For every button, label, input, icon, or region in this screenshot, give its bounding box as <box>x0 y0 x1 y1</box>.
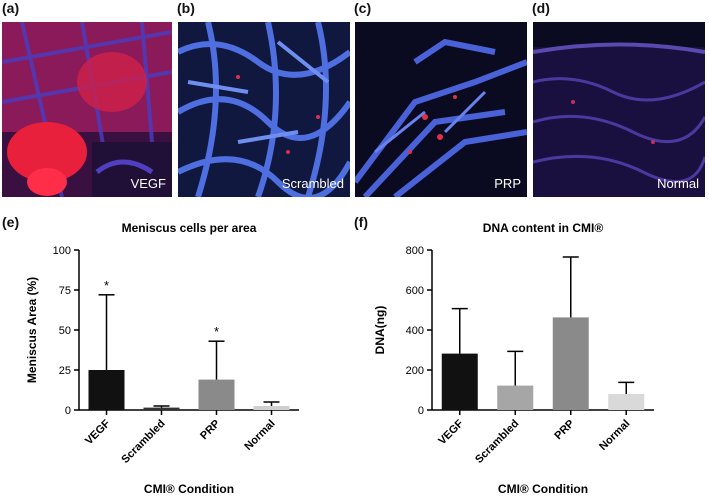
chart-meniscus-cells: Meniscus cells per area 0 25 50 75 100 Meniscu… <box>25 221 299 496</box>
x-tick-label: Scrambled <box>119 418 167 466</box>
micrograph-scrambled-image <box>178 22 350 197</box>
x-tick-label: PRP <box>552 418 576 442</box>
y-tick-label: 50 <box>59 325 71 337</box>
micrograph-prp-image <box>355 22 527 197</box>
micrograph-label-vegf: VEGF <box>130 176 166 191</box>
panel-letter-e: (e) <box>2 214 20 230</box>
chart-title: DNA content in CMI® <box>483 221 604 235</box>
x-axis-label: CMI® Condition <box>144 482 234 496</box>
chart-title: Meniscus cells per area <box>122 221 257 235</box>
x-tick-label: Normal <box>597 418 632 453</box>
micrograph-scrambled: Scrambled <box>178 22 350 197</box>
panel-letter-b: (b) <box>177 0 195 16</box>
micrograph-vegf: VEGF <box>2 22 172 197</box>
y-tick-label: 200 <box>406 365 424 377</box>
y-tick-label: 25 <box>59 365 71 377</box>
bar <box>497 385 534 410</box>
y-tick-label: 0 <box>65 405 71 417</box>
micrograph-vegf-image <box>2 22 172 197</box>
panel-letter-a: (a) <box>2 0 20 16</box>
bar <box>143 407 180 410</box>
micrograph-normal-image <box>533 22 705 197</box>
bar <box>552 317 589 410</box>
x-axis-label: CMI® Condition <box>498 482 588 496</box>
x-tick-label: Normal <box>242 418 277 453</box>
x-tick-label: VEGF <box>436 417 466 447</box>
y-axis-label: DNA(ng) <box>373 306 387 355</box>
chart-dna-content: DNA content in CMI® 0 200 400 600 800 DNA(ng) V… <box>373 221 654 496</box>
bar <box>253 406 290 410</box>
bar <box>608 394 645 410</box>
significance-marker: * <box>104 278 109 293</box>
significance-marker: * <box>214 324 219 339</box>
panel-letter-c: (c) <box>354 0 372 16</box>
y-tick-label: 100 <box>53 245 71 257</box>
bar <box>88 370 125 410</box>
panel-letter-d: (d) <box>532 0 550 16</box>
micrograph-normal: Normal <box>533 22 705 197</box>
x-tick-label: Scrambled <box>473 418 521 466</box>
micrograph-label-prp: PRP <box>494 176 521 191</box>
bar <box>198 379 235 410</box>
panel-letter-f: (f) <box>354 214 368 230</box>
micrograph-label-scrambled: Scrambled <box>281 176 344 191</box>
x-tick-label: VEGF <box>83 417 113 447</box>
y-tick-label: 800 <box>406 245 424 257</box>
micrograph-prp: PRP <box>355 22 527 197</box>
micrograph-label-normal: Normal <box>657 176 699 191</box>
y-tick-label: 600 <box>406 285 424 297</box>
y-tick-label: 400 <box>406 325 424 337</box>
x-tick-label: PRP <box>198 418 222 442</box>
y-tick-label: 75 <box>59 285 71 297</box>
bar <box>441 353 478 410</box>
y-axis-label: Meniscus Area (%) <box>25 277 39 383</box>
y-tick-label: 0 <box>418 405 424 417</box>
